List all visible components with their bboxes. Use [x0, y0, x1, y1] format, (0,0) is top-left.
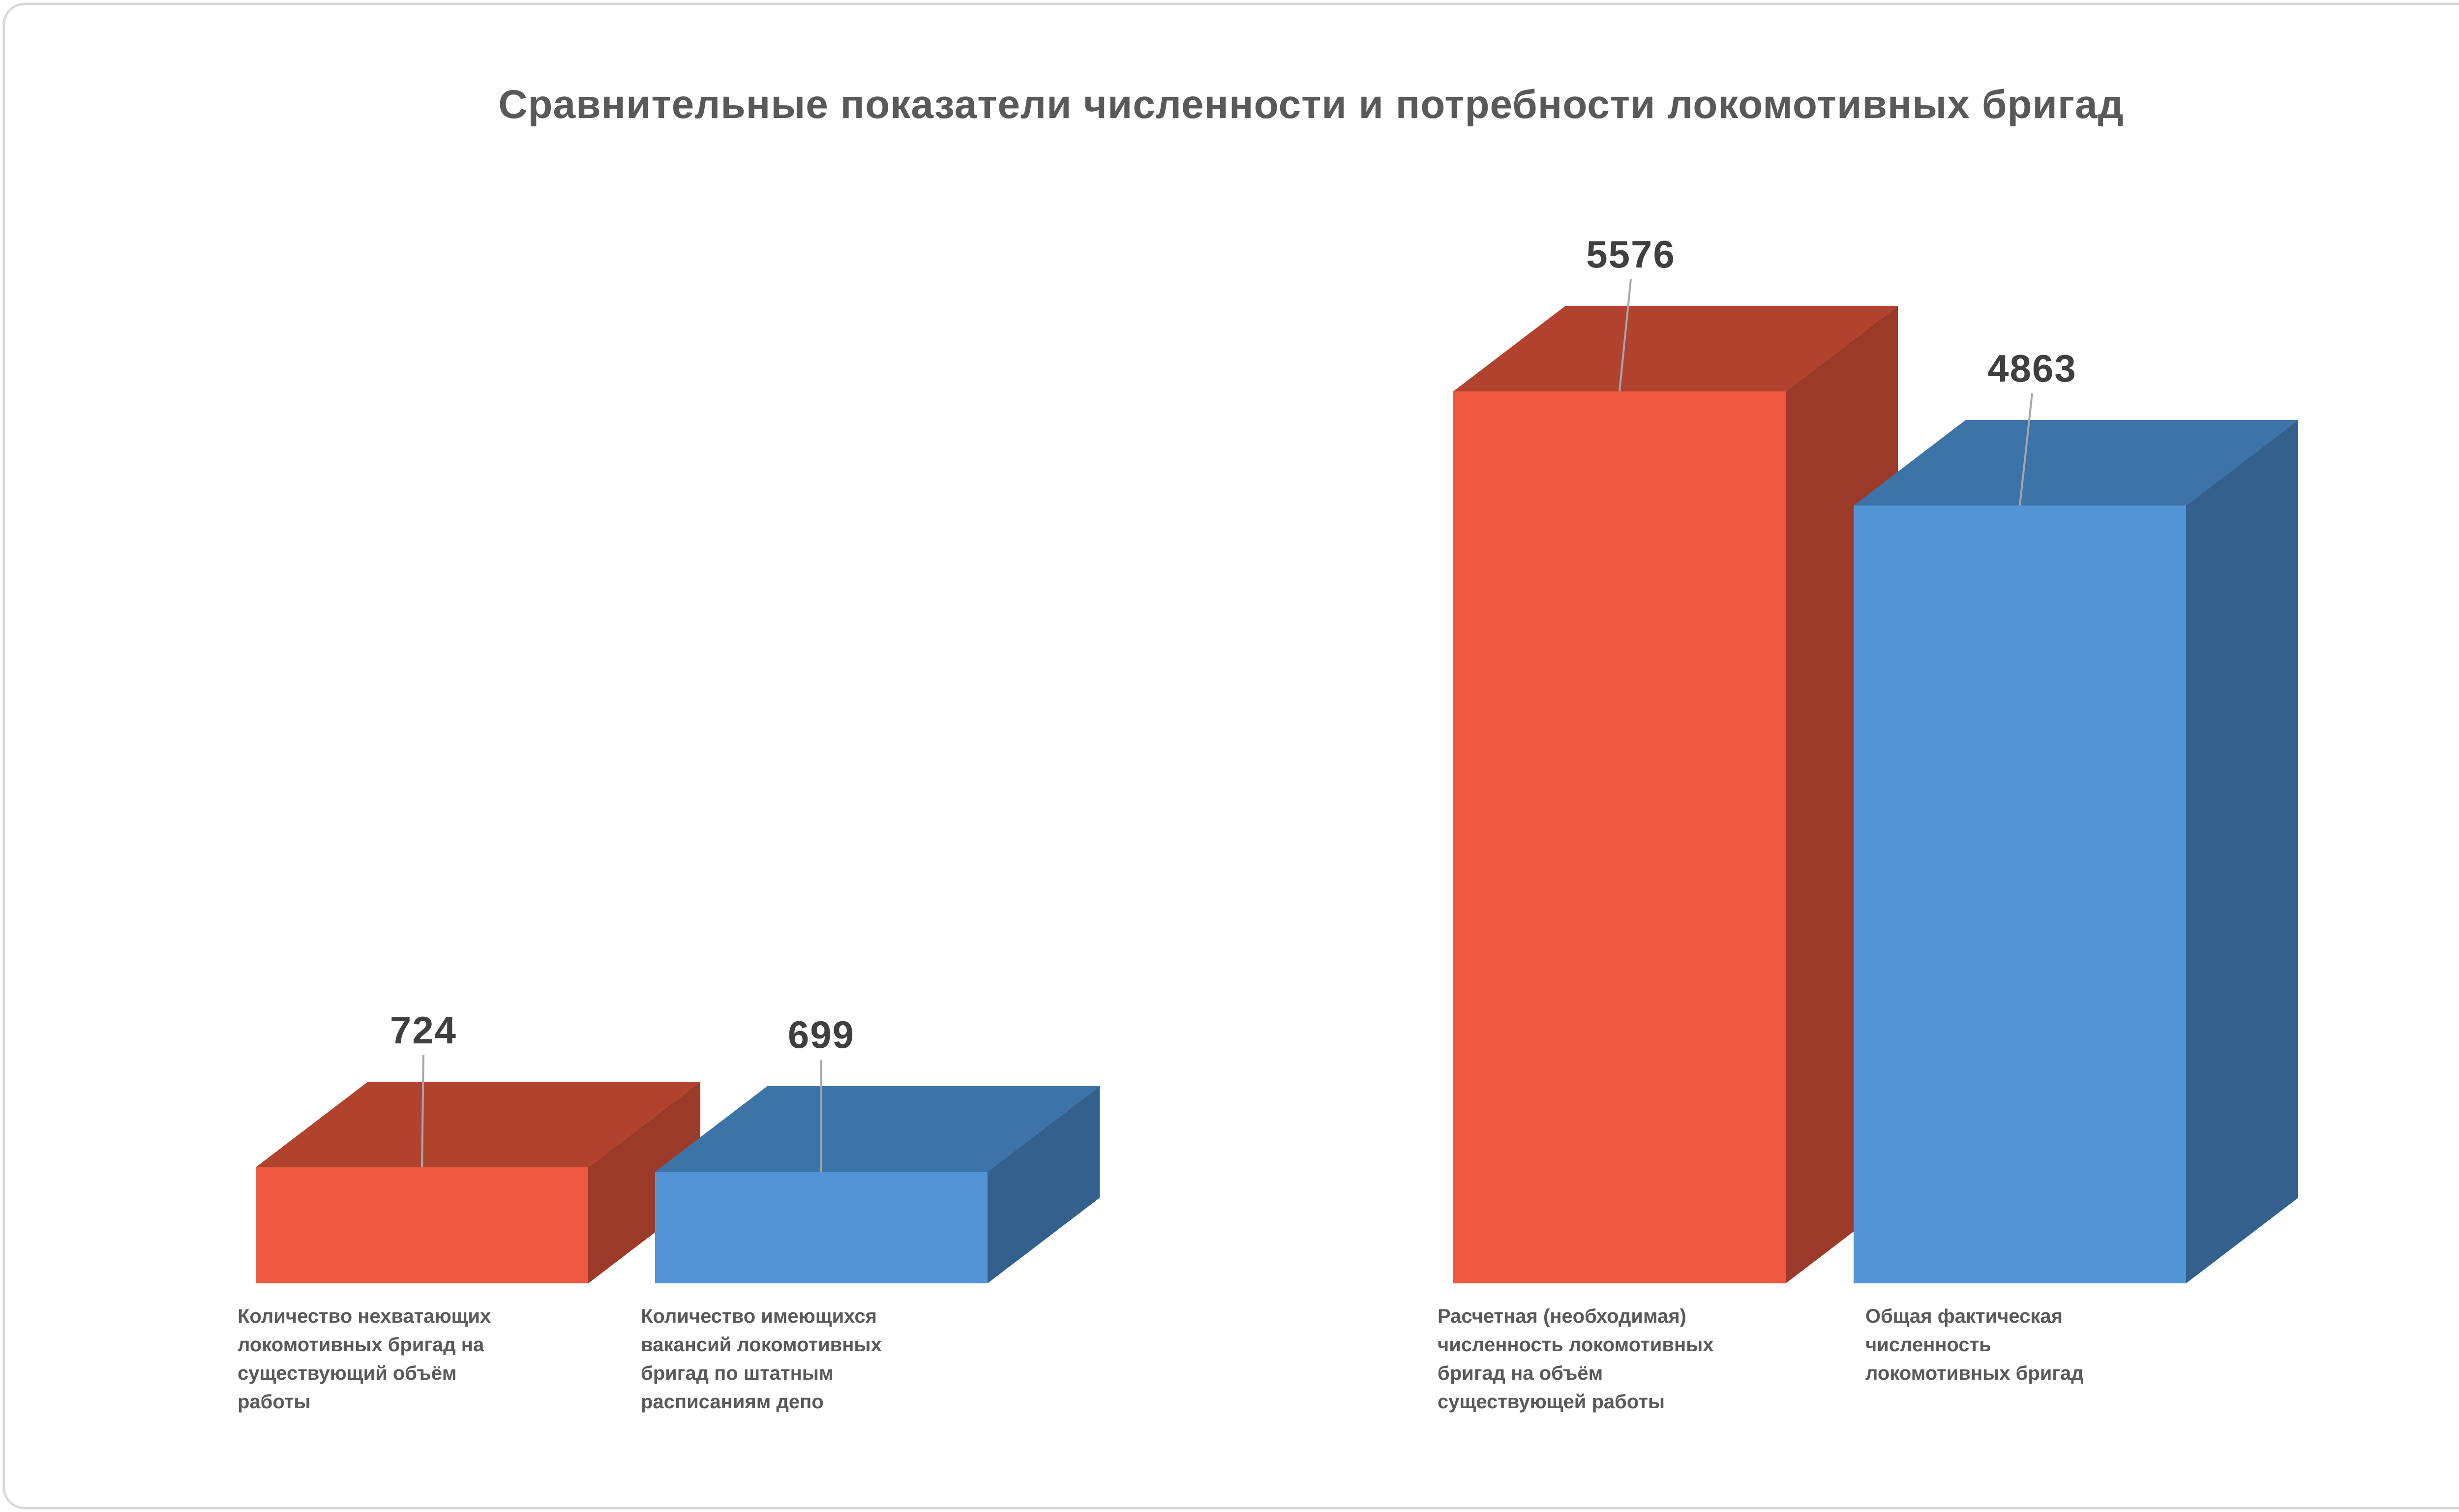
bar-actual-side-face: [2186, 420, 2298, 1283]
bar-shortage-top-face: [256, 1082, 700, 1167]
bar-shortage-value-label: 724: [390, 1008, 457, 1052]
bar-vacancies: 699: [655, 1013, 1100, 1283]
bar-vacancies-top-face: [655, 1086, 1100, 1172]
category-label-required: Расчетная (необходимая) численность локо…: [1438, 1305, 1714, 1413]
bar-actual-front-face: [1854, 505, 2186, 1283]
bar-shortage-leader-line: [421, 1055, 424, 1168]
bar-required-top-face: [1453, 306, 1898, 391]
bar-required-value-label: 5576: [1586, 233, 1676, 276]
bar-required: 5576: [1453, 233, 1898, 1283]
bar-actual-value-label: 4863: [1987, 347, 2077, 390]
bar-vacancies-value-label: 699: [788, 1013, 855, 1056]
bar-shortage-side-face: [588, 1082, 700, 1283]
bar-vacancies-side-face: [988, 1086, 1100, 1283]
category-label-actual: Общая фактическая численность локомотивн…: [1865, 1305, 2084, 1384]
bar-actual-top-face: [1854, 420, 2298, 505]
chart-title: Сравнительные показатели численности и п…: [498, 82, 2124, 127]
bar-actual-leader-line: [2019, 393, 2033, 506]
bar-required-leader-line: [1619, 279, 1632, 392]
category-label-vacancies: Количество имеющихся вакансий локомотивн…: [641, 1305, 882, 1413]
bar-actual: 4863: [1854, 347, 2298, 1283]
bar-shortage-front-face: [256, 1167, 588, 1283]
bar-required-front-face: [1453, 391, 1786, 1283]
bar-shortage: 724: [256, 1008, 700, 1283]
bar-vacancies-front-face: [655, 1172, 988, 1283]
category-label-shortage: Количество нехватающих локомотивных бриг…: [238, 1305, 491, 1413]
